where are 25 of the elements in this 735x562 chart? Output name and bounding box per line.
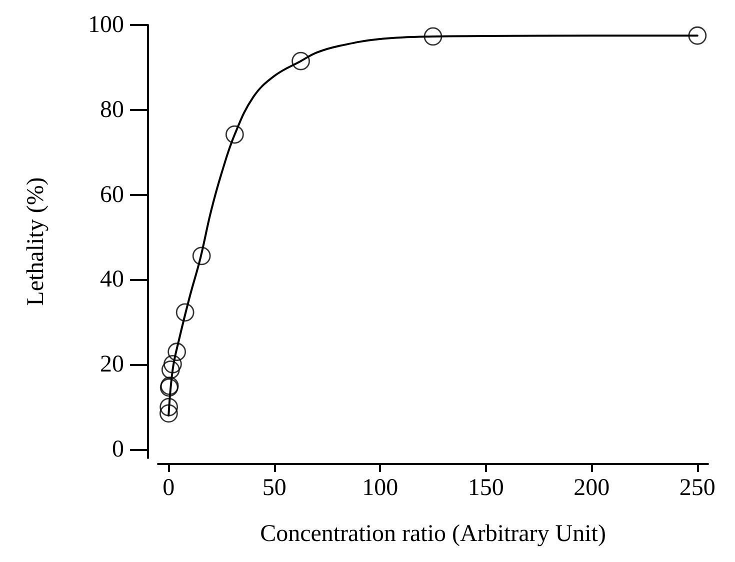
point xyxy=(160,404,178,423)
point xyxy=(161,360,180,379)
y-tick-label: 0 xyxy=(112,436,124,463)
point xyxy=(176,303,194,322)
y-tick-label: 20 xyxy=(100,352,124,378)
y-tick-label: 100 xyxy=(88,12,124,38)
point xyxy=(688,26,707,45)
y-tick-label: 60 xyxy=(100,182,124,208)
point xyxy=(160,398,178,416)
y-tick-label: 40 xyxy=(100,266,124,293)
point xyxy=(164,354,182,374)
point xyxy=(292,52,310,70)
x-tick-label: 250 xyxy=(679,475,716,501)
point xyxy=(168,342,186,362)
x-tick-label: 150 xyxy=(468,475,504,501)
x-tick-label: 50 xyxy=(262,475,286,501)
point xyxy=(226,125,244,144)
point xyxy=(424,27,442,46)
y-axis-title: Lethality (%) xyxy=(23,177,49,306)
x-tick-label: 200 xyxy=(574,475,610,501)
x-tick-label: 0 xyxy=(162,475,175,501)
x-axis-title: Concentration ratio (Arbitrary Unit) xyxy=(260,521,606,547)
x-tick-label: 100 xyxy=(362,475,398,501)
point xyxy=(192,246,211,266)
y-tick-label: 80 xyxy=(100,96,124,123)
